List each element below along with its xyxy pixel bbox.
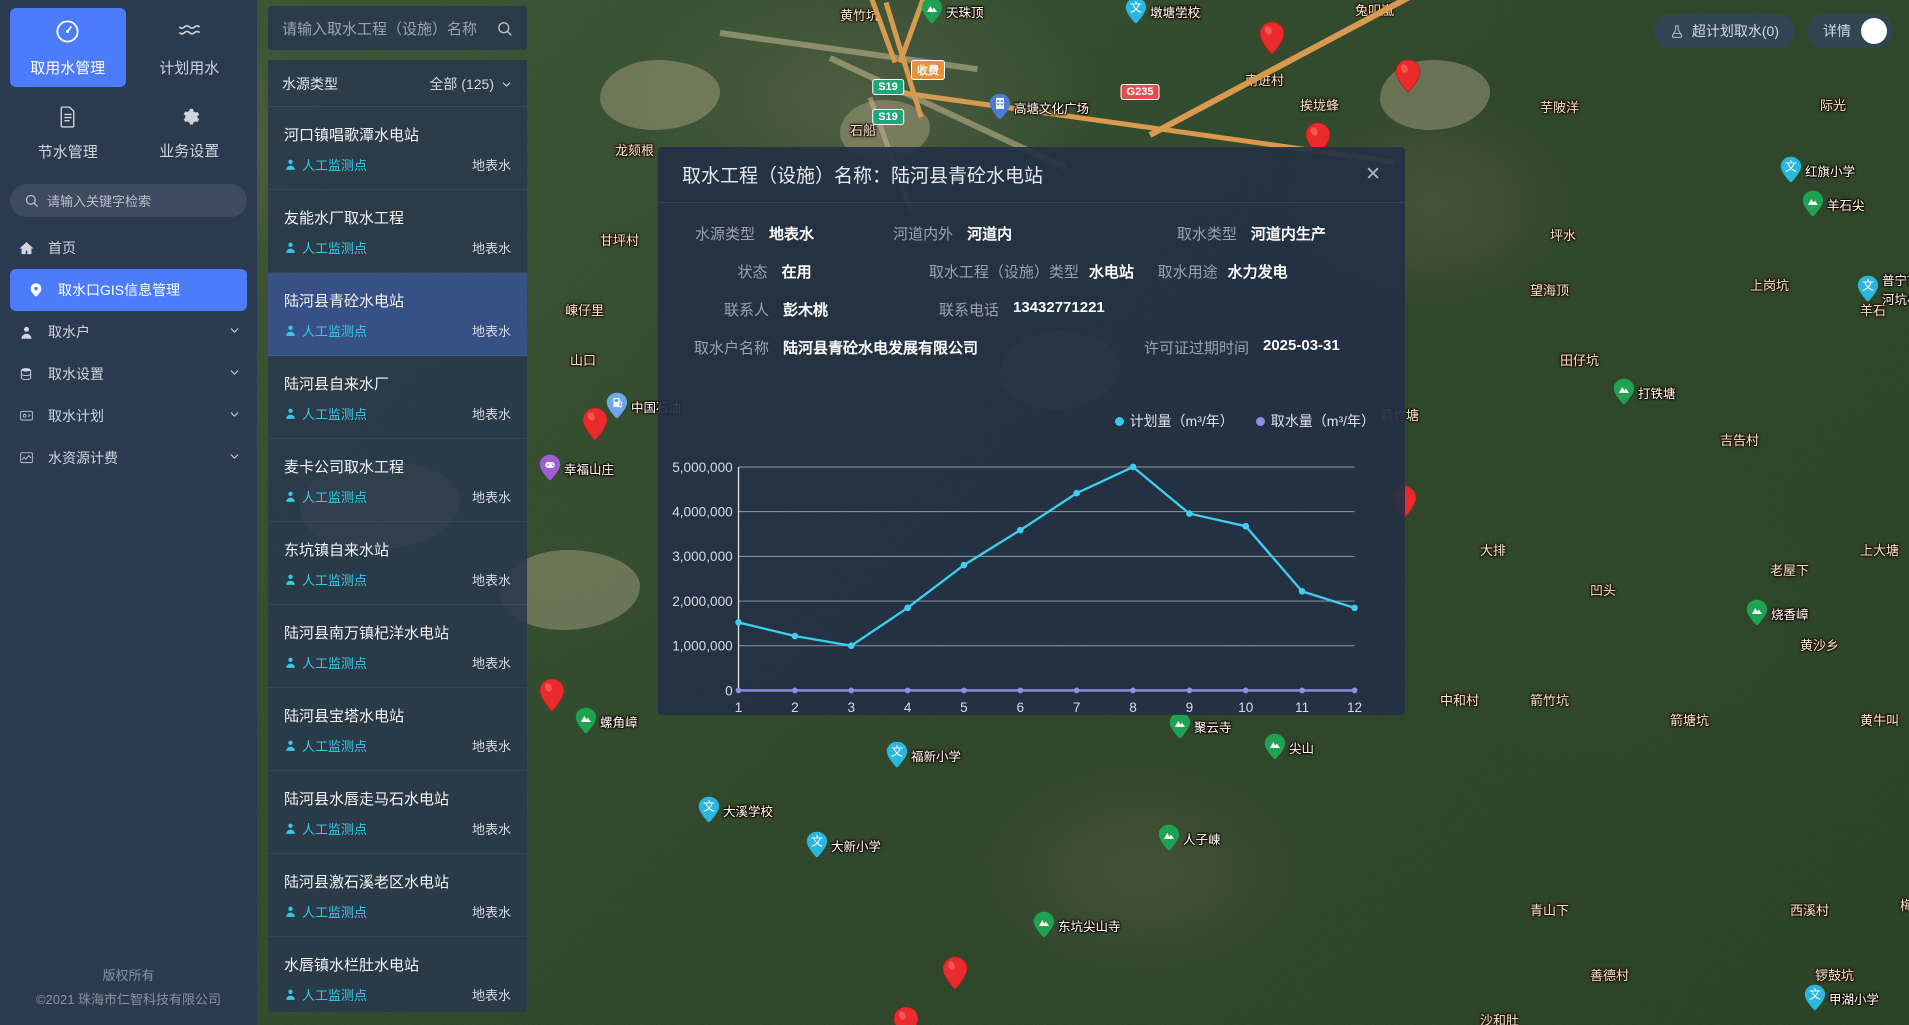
svg-text:1: 1 <box>735 700 743 715</box>
svg-text:11: 11 <box>1295 700 1309 715</box>
svg-text:1,000,000: 1,000,000 <box>672 639 733 654</box>
svg-text:6: 6 <box>1017 700 1025 715</box>
svg-text:4: 4 <box>904 700 912 715</box>
svg-text:8: 8 <box>1129 700 1137 715</box>
svg-text:5: 5 <box>960 700 968 715</box>
svg-text:5,000,000: 5,000,000 <box>672 460 733 475</box>
svg-text:10: 10 <box>1238 700 1254 715</box>
svg-text:7: 7 <box>1073 700 1081 715</box>
svg-text:3: 3 <box>847 700 855 715</box>
svg-text:9: 9 <box>1186 700 1194 715</box>
svg-text:4,000,000: 4,000,000 <box>672 505 733 520</box>
svg-text:12: 12 <box>1347 700 1362 715</box>
svg-text:0: 0 <box>725 683 733 698</box>
svg-text:2: 2 <box>791 700 799 715</box>
svg-text:3,000,000: 3,000,000 <box>672 549 733 564</box>
svg-text:2,000,000: 2,000,000 <box>672 594 733 609</box>
